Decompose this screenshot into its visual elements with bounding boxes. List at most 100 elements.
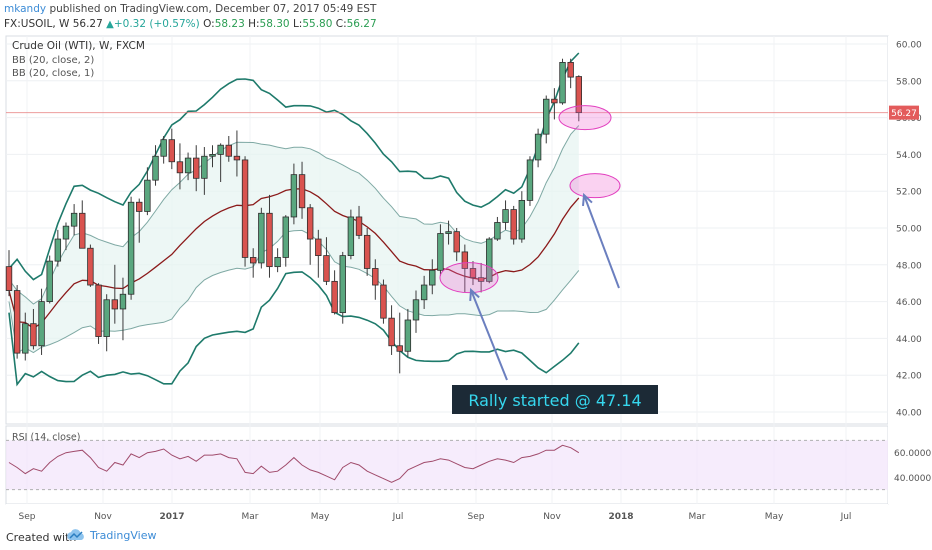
candle-body [477, 277, 485, 282]
chart-legend: Crude Oil (WTI), W, FXCM BB (20, close, … [12, 40, 145, 443]
grid-lines [6, 36, 888, 504]
candle [62, 222, 70, 251]
candle [217, 143, 224, 182]
candle [551, 88, 558, 120]
candle [111, 264, 119, 324]
candle [193, 145, 200, 192]
candle [534, 128, 542, 168]
candle-body [13, 290, 21, 354]
candle-body [331, 280, 338, 314]
candle-body [233, 155, 241, 161]
highlight-ellipse [558, 105, 612, 131]
candle-body [103, 299, 110, 337]
candle-body [38, 301, 45, 347]
price-tick-label: 58.00 [896, 77, 922, 87]
time-tick-label: Nov [543, 512, 561, 522]
candle [184, 152, 192, 181]
candle [274, 248, 281, 273]
candle [380, 279, 387, 324]
candle [168, 128, 175, 170]
candle-body [30, 323, 37, 347]
candle-body [469, 268, 477, 279]
candle-body [404, 319, 412, 352]
candle [54, 229, 62, 267]
candle [282, 215, 289, 267]
candle-body [486, 238, 493, 282]
candle-body [412, 299, 420, 321]
time-tick-label: Mar [242, 512, 259, 522]
candle [420, 275, 428, 309]
candle [429, 259, 436, 295]
candle-body [274, 257, 281, 268]
last-price: 56.27 [72, 18, 103, 30]
time-tick-label: Nov [94, 512, 112, 522]
candle [412, 290, 420, 333]
candle-body [380, 284, 387, 319]
price-tick-label: 42.00 [896, 372, 922, 382]
candle-body [388, 317, 395, 347]
candle [201, 147, 208, 195]
candle [152, 145, 159, 186]
candle-body [453, 231, 460, 253]
candle-body [306, 207, 314, 240]
candle-body [339, 255, 346, 314]
candle [437, 224, 444, 276]
candle [46, 255, 53, 304]
candle-body [266, 212, 273, 268]
axis-labels: 60.0058.0056.0054.0052.0050.0048.0046.00… [19, 41, 932, 523]
candle [79, 200, 86, 249]
candle-body [510, 209, 517, 240]
candle [502, 200, 509, 230]
bb2-legend: BB (20, close, 2) [12, 55, 94, 66]
candle-body [249, 257, 257, 264]
candle [347, 209, 355, 260]
candle-body [290, 174, 298, 218]
time-tick-label: Sep [19, 512, 36, 522]
candle [38, 288, 45, 355]
candle [298, 161, 306, 219]
time-axis[interactable] [6, 504, 888, 522]
time-tick-label: Mar [689, 512, 706, 522]
created-with-label: Created with [6, 531, 77, 544]
annotation-arrow [469, 287, 508, 381]
time-tick-label: May [311, 512, 330, 522]
low-value: 55.80 [302, 18, 333, 30]
chart-title: Crude Oil (WTI), W, FXCM [12, 40, 145, 52]
candle [543, 95, 550, 144]
up-triangle-icon: ▲ [106, 19, 114, 30]
tradingview-logo[interactable]: TradingView [66, 528, 156, 542]
symbol-info: FX:USOIL, W 56.27 ▲+0.32 (+0.57%) O:58.2… [4, 18, 377, 30]
bb2-lower-line [8, 271, 580, 387]
candle-body [62, 225, 70, 240]
cloud-icon [67, 529, 84, 540]
candle-body [355, 216, 363, 236]
candle [486, 237, 493, 284]
rsi-legend: RSI (14, close) [12, 432, 80, 443]
author-link[interactable]: mkandy [4, 3, 47, 15]
rally-label-text: Rally started @ 47.14 [468, 391, 641, 410]
time-tick-label: May [765, 512, 784, 522]
candle-body [282, 216, 289, 258]
rally-label: Rally started @ 47.14 [452, 385, 658, 414]
candle [355, 205, 363, 240]
close-value: 56.27 [346, 18, 377, 30]
rally-label-box [452, 385, 658, 414]
brand-name: TradingView [90, 528, 157, 542]
price-tick-label: 44.00 [896, 335, 922, 345]
highlight-ellipse [439, 262, 499, 294]
candle [461, 244, 469, 293]
candle-body [347, 216, 355, 257]
candle-body [209, 154, 216, 157]
price-chart[interactable]: Rally started @ 47.14 60.0058.0056.0054.… [0, 34, 932, 526]
candle-body [567, 61, 574, 78]
candle-body [502, 209, 509, 223]
candle-body [551, 98, 558, 104]
candle-body [315, 238, 322, 256]
candle-body [144, 179, 151, 212]
price-tick-label: 60.00 [896, 41, 922, 51]
high-label: H: [248, 18, 260, 30]
candle-body [119, 293, 127, 310]
rsi-line [8, 444, 580, 483]
candle [22, 312, 29, 361]
candle-body [429, 269, 436, 286]
